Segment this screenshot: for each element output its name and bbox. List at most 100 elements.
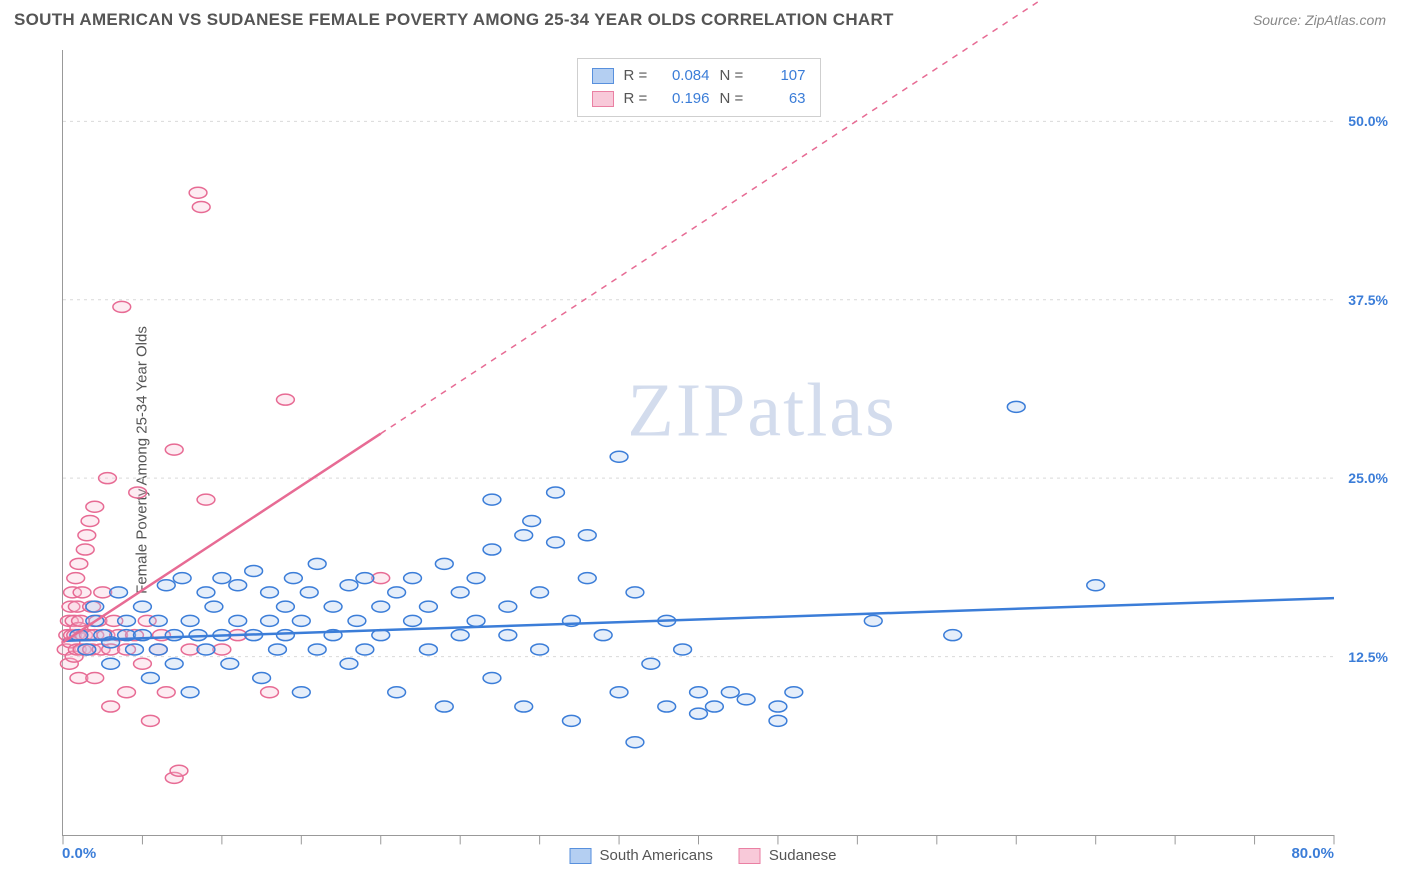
- data-point: [134, 658, 152, 669]
- data-point: [340, 580, 358, 591]
- data-point: [578, 573, 596, 584]
- data-point: [197, 494, 215, 505]
- legend-swatch: [739, 848, 761, 864]
- data-point: [141, 673, 159, 684]
- data-point: [134, 601, 152, 612]
- data-point: [324, 601, 342, 612]
- y-tick-label: 12.5%: [1348, 649, 1388, 665]
- chart-title: SOUTH AMERICAN VS SUDANESE FEMALE POVERT…: [14, 10, 894, 30]
- data-point: [737, 694, 755, 705]
- data-point: [690, 687, 708, 698]
- data-point: [197, 644, 215, 655]
- data-point: [277, 630, 295, 641]
- data-point: [642, 658, 660, 669]
- data-point: [94, 587, 112, 598]
- data-point: [229, 615, 247, 626]
- legend-swatch: [592, 91, 614, 107]
- data-point: [674, 644, 692, 655]
- data-point: [165, 630, 183, 641]
- data-point: [499, 601, 517, 612]
- data-point: [435, 558, 453, 569]
- plot-area: R =0.084N =107R =0.196N =63 ZIPatlas 12.…: [62, 50, 1334, 836]
- legend-stats-row: R =0.084N =107: [592, 65, 806, 88]
- legend-series-label: South Americans: [600, 847, 713, 864]
- data-point: [181, 615, 199, 626]
- data-point: [483, 544, 501, 555]
- data-point: [515, 701, 533, 712]
- data-point: [1007, 401, 1025, 412]
- data-point: [102, 658, 120, 669]
- data-point: [483, 673, 501, 684]
- data-point: [173, 573, 191, 584]
- data-point: [610, 451, 628, 462]
- data-point: [499, 630, 517, 641]
- data-point: [451, 630, 469, 641]
- data-point: [76, 544, 94, 555]
- data-point: [372, 573, 390, 584]
- data-point: [205, 601, 223, 612]
- y-tick-label: 25.0%: [1348, 470, 1388, 486]
- data-point: [721, 687, 739, 698]
- data-point: [785, 687, 803, 698]
- data-point: [1087, 580, 1105, 591]
- data-point: [261, 587, 279, 598]
- data-point: [165, 658, 183, 669]
- data-point: [141, 715, 159, 726]
- data-point: [356, 644, 374, 655]
- chart-area: Female Poverty Among 25-34 Year Olds R =…: [14, 42, 1392, 878]
- data-point: [467, 573, 485, 584]
- source-prefix: Source:: [1253, 12, 1305, 28]
- data-point: [81, 516, 99, 527]
- trend-line: [63, 598, 1334, 641]
- data-point: [563, 715, 581, 726]
- legend-swatch: [592, 68, 614, 84]
- data-point: [113, 301, 131, 312]
- data-point: [245, 565, 263, 576]
- data-point: [626, 587, 644, 598]
- data-point: [149, 615, 167, 626]
- data-point: [102, 701, 120, 712]
- data-point: [269, 644, 287, 655]
- data-point: [944, 630, 962, 641]
- data-point: [78, 530, 96, 541]
- data-point: [531, 644, 549, 655]
- data-point: [157, 687, 175, 698]
- data-point: [261, 615, 279, 626]
- legend-stats-row: R =0.196N =63: [592, 88, 806, 111]
- y-tick-label: 50.0%: [1348, 113, 1388, 129]
- legend-r-value: 0.196: [662, 88, 710, 111]
- legend-series-item: Sudanese: [739, 847, 837, 864]
- data-point: [292, 687, 310, 698]
- legend-series-label: Sudanese: [769, 847, 837, 864]
- data-point: [213, 644, 231, 655]
- data-point: [149, 644, 167, 655]
- data-point: [261, 687, 279, 698]
- legend-stats: R =0.084N =107R =0.196N =63: [577, 58, 821, 117]
- data-point: [165, 444, 183, 455]
- data-point: [253, 673, 271, 684]
- data-point: [690, 708, 708, 719]
- legend-r-label: R =: [624, 88, 652, 111]
- data-point: [221, 658, 239, 669]
- data-point: [157, 580, 175, 591]
- data-point: [118, 615, 136, 626]
- data-point: [189, 187, 207, 198]
- data-point: [404, 573, 422, 584]
- legend-n-value: 63: [758, 88, 806, 111]
- data-point: [284, 573, 302, 584]
- data-point: [547, 487, 565, 498]
- data-point: [705, 701, 723, 712]
- data-point: [658, 701, 676, 712]
- legend-r-value: 0.084: [662, 65, 710, 88]
- data-point: [300, 587, 318, 598]
- data-point: [308, 644, 326, 655]
- data-point: [547, 537, 565, 548]
- data-point: [181, 687, 199, 698]
- data-point: [277, 394, 295, 405]
- data-point: [610, 687, 628, 698]
- data-point: [523, 516, 541, 527]
- legend-n-value: 107: [758, 65, 806, 88]
- data-point: [388, 687, 406, 698]
- data-point: [388, 587, 406, 598]
- data-point: [277, 601, 295, 612]
